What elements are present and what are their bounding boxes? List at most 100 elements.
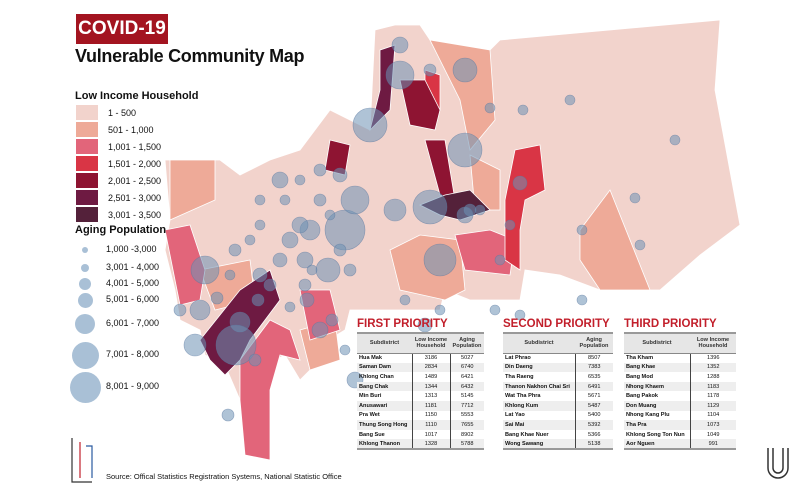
table-title: THIRD PRIORITY [624,318,717,330]
table-cell: 3186 [411,353,450,363]
table-cell: 1104 [689,410,736,421]
aging-population-marker [281,231,299,249]
table-cell: Lat Phrao [505,355,531,362]
table-row: Khlong Kum 5487 [503,400,613,411]
aging-population-marker [629,192,641,204]
aging-legend-label: 6,001 - 7,000 [106,318,160,328]
aging-legend-circle [71,341,99,369]
table-cell: Thung Song Hong [357,420,412,430]
aging-population-marker [272,252,288,268]
aging-population-marker [294,174,306,186]
priority-table: SECOND PRIORITY Subdistrict Aging Populati… [503,318,613,450]
aging-population-marker [576,294,588,306]
table-cell: 5788 [449,439,484,449]
table-row: Sai Mai 5392 [503,420,613,430]
table-cell: 1328 [411,439,450,449]
table-cell: 1313 [411,391,450,401]
table-cell: 6432 [449,381,484,392]
aging-population-marker [173,303,187,317]
aging-population-marker [434,304,446,316]
aging-legend-label: 3,001 - 4,000 [106,262,160,272]
table-cell: Min Buri [359,393,382,400]
aging-legend-circle [82,247,88,253]
table-cell: 1110 [411,420,450,430]
legend-label: 1,501 - 2,000 [108,158,162,169]
aging-legend-label: 7,001 - 8,000 [106,349,160,359]
table-cell: Khlong Chan [359,373,394,380]
table-cell: 7655 [449,420,484,430]
table-cell: 1352 [689,362,736,373]
table-cell: 5138 [574,439,613,449]
table-cell: Bang Pakok [626,393,659,400]
aging-population-marker [391,36,409,54]
aging-legend-circle [75,314,95,334]
district-area [169,159,216,221]
table-cell: 1489 [411,372,450,382]
table-cell: Wat Tha Phra [505,393,541,400]
table-cell: Tha Kham [626,355,654,362]
column-header: Aging Population [575,333,613,354]
aging-population-marker [343,263,357,277]
table-row: Saman Dam 2834 6740 [357,362,484,373]
table-cell: 5392 [574,420,613,430]
aging-population-marker [325,313,339,327]
table-cell: 8902 [449,429,484,440]
aging-population-marker [385,60,415,90]
table-row: Pra Wet 1150 5553 [357,410,484,421]
aging-population-marker [284,301,296,313]
aging-population-marker [306,264,318,276]
aging-population-marker [514,309,526,321]
table-cell: Sai Mai [503,420,575,430]
column-header: Aging Population [450,333,484,354]
aging-population-marker [340,185,370,215]
aging-legend-label: 8,001 - 9,000 [106,381,160,391]
table-cell: Pra Wet [359,412,380,419]
table-cell: 6421 [449,372,484,382]
table-cell: Aor Nguen [624,439,690,449]
table-cell: Saman Dam [357,362,412,373]
priority-table: THIRD PRIORITY Subdistrict Low Income Hous… [624,318,736,450]
district-area [399,79,441,131]
aging-population-marker [183,333,207,357]
priority-table: FIRST PRIORITY Subdistrict Low Income Hous… [357,318,484,450]
aging-population-marker [298,278,312,292]
aging-population-marker [254,194,266,206]
table-cell: Khlong Song Ton Nun [626,431,685,438]
table-cell: 1017 [411,429,450,440]
aging-legend-label: 1,000 -3,000 [106,244,157,254]
aging-population-marker [263,278,277,292]
table-row: Anusawari 1181 7712 [357,400,484,411]
column-header: Low Income Household [412,333,450,354]
table-cell: Tha Raeng [505,373,534,380]
legend-swatch [76,173,98,188]
aging-population-marker [315,257,341,283]
table-row: Lat Yao 5400 [503,410,613,421]
table-cell: Din Daeng [503,362,575,373]
table-cell: Anusawari [357,400,412,411]
aging-population-marker [279,194,291,206]
legend-label: 2,501 - 3,000 [108,192,162,203]
table-cell: Nhong Khaem [624,381,690,392]
table-cell: 1150 [411,410,450,421]
aging-population-marker [423,63,437,77]
legend-label: 1 - 500 [108,107,137,118]
table-cell: Khlong Kum [503,400,575,411]
aging-population-marker [447,132,483,168]
aging-population-marker [251,293,265,307]
table-cell: 2834 [411,362,450,373]
aging-population-marker [332,167,348,183]
aging-population-marker [254,219,266,231]
table-row: Bang Khae 1352 [624,362,736,373]
column-header: Subdistrict [503,333,575,354]
aging-population-marker [252,267,268,283]
table-row: Bang Chak 1344 6432 [357,381,484,392]
table-row: Din Daeng 7383 [503,362,613,373]
aging-population-marker [423,243,457,277]
aging-population-marker [399,294,411,306]
legend-swatch [76,207,98,222]
aging-population-marker [210,291,224,305]
income-legend-item: 1 - 500 [76,105,136,120]
district-area [579,189,651,291]
aging-population-marker [494,254,506,266]
aging-population-marker [244,234,256,246]
